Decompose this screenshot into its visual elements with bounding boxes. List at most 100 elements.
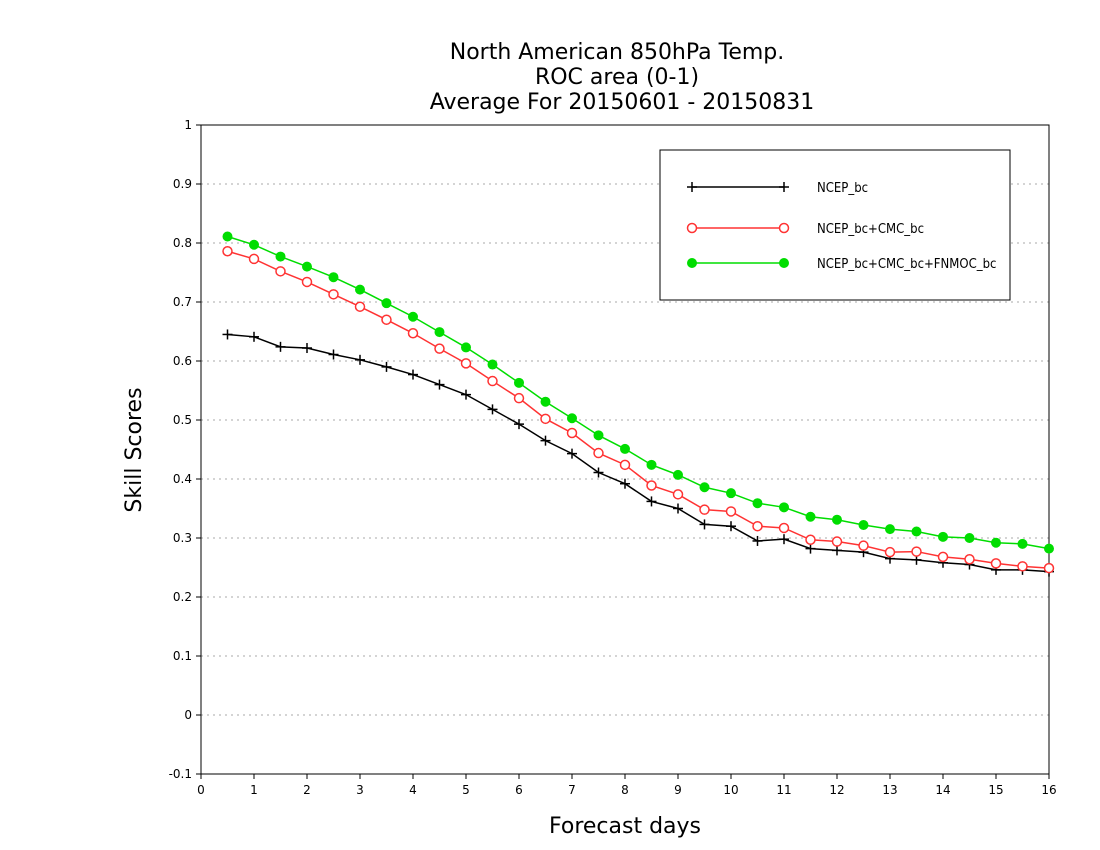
series-layer <box>222 231 1055 577</box>
data-point <box>248 253 260 265</box>
legend-marker <box>779 182 789 192</box>
y-tick-label: 0 <box>184 708 192 722</box>
data-point <box>434 343 445 354</box>
data-point <box>461 342 471 353</box>
data-point <box>805 534 816 546</box>
data-point <box>726 521 736 532</box>
data-point <box>1017 561 1028 572</box>
data-point <box>487 359 498 370</box>
data-point <box>699 482 710 493</box>
data-point <box>513 392 525 404</box>
data-point <box>725 506 737 517</box>
data-point <box>699 504 710 515</box>
data-point <box>619 459 631 471</box>
x-tick-label: 5 <box>462 783 470 797</box>
data-point <box>302 343 312 354</box>
data-point <box>514 377 524 388</box>
data-point <box>752 535 763 546</box>
x-tick-label: 4 <box>409 783 417 797</box>
data-point <box>593 430 604 441</box>
data-point <box>249 239 259 250</box>
data-point <box>328 289 339 300</box>
data-point <box>301 276 313 288</box>
x-tick-label: 10 <box>723 783 738 797</box>
data-point <box>593 467 604 478</box>
data-point <box>222 329 233 340</box>
data-point <box>911 546 922 557</box>
x-tick-label: 3 <box>356 783 364 797</box>
data-point <box>460 358 472 369</box>
data-point <box>249 331 259 342</box>
data-point <box>964 553 975 565</box>
legend-marker <box>687 182 697 192</box>
data-point <box>646 496 657 507</box>
data-point <box>355 284 365 295</box>
data-point <box>673 469 683 480</box>
series-line <box>227 333 1050 573</box>
data-point <box>620 478 630 489</box>
data-point <box>646 480 657 491</box>
x-tick-label: 9 <box>674 783 682 797</box>
data-point <box>275 341 286 352</box>
y-tick-label: 0.5 <box>173 413 192 427</box>
data-point <box>222 246 233 257</box>
data-point <box>672 489 684 500</box>
legend-marker <box>687 258 697 268</box>
chart-title-line-2: ROC area (0-1) <box>535 65 699 90</box>
data-point <box>540 413 551 425</box>
data-point <box>991 537 1001 548</box>
y-tick-label: 0.8 <box>173 236 192 250</box>
data-point <box>752 520 763 532</box>
y-axis: -0.1 0 0.1 0.2 0.3 0.4 0.5 0.6 0.7 0.8 0.9 1 <box>169 118 201 781</box>
chart-title-line-1: North American 850hPa Temp. <box>450 40 785 65</box>
data-point <box>832 514 842 525</box>
data-point <box>567 448 577 459</box>
y-tick-label: -0.1 <box>169 767 192 781</box>
data-point <box>381 361 392 372</box>
data-point <box>858 520 869 531</box>
data-point <box>805 543 816 554</box>
legend-marker <box>779 258 789 268</box>
x-axis-label: Forecast days <box>549 814 701 839</box>
data-point <box>1043 562 1055 574</box>
data-point <box>884 546 896 558</box>
data-point <box>699 519 710 530</box>
x-tick-label: 14 <box>935 783 950 797</box>
data-point <box>593 447 604 459</box>
legend-box <box>659 149 1011 301</box>
data-point <box>726 488 736 499</box>
legend: NCEP_bc NCEP_bc+CMC_bc NCEP_bc+CMC_bc+FNMO… <box>659 149 1011 301</box>
legend-marker <box>686 222 698 234</box>
data-point <box>646 459 657 470</box>
data-point <box>302 261 312 272</box>
x-tick-label: 12 <box>829 783 844 797</box>
data-point <box>1044 543 1054 554</box>
x-tick-label: 0 <box>197 783 205 797</box>
legend-label: NCEP_bc <box>817 181 868 196</box>
data-point <box>937 551 949 563</box>
y-axis-label: Skill Scores <box>122 387 147 512</box>
y-tick-label: 0.3 <box>173 531 192 545</box>
legend-item: NCEP_bc+CMC_bc+FNMOC_bc <box>687 257 996 272</box>
y-tick-label: 1 <box>184 118 192 132</box>
legend-label: NCEP_bc+CMC_bc+FNMOC_bc <box>817 257 996 272</box>
data-point <box>1017 538 1028 549</box>
data-point <box>487 404 498 415</box>
legend-label: NCEP_bc+CMC_bc <box>817 222 924 237</box>
data-point <box>275 266 286 277</box>
legend-item: NCEP_bc+CMC_bc <box>686 222 924 237</box>
data-point <box>328 272 339 283</box>
data-point <box>328 349 339 360</box>
data-point <box>779 502 789 513</box>
chart-title: North American 850hPa Temp. ROC area (0-… <box>430 40 815 115</box>
x-tick-label: 13 <box>882 783 897 797</box>
data-point <box>275 251 286 262</box>
series-2 <box>222 231 1054 554</box>
data-point <box>381 298 392 309</box>
data-point <box>407 328 419 339</box>
data-point <box>540 396 551 407</box>
data-point <box>355 354 365 365</box>
data-point <box>381 314 392 325</box>
data-point <box>858 540 869 551</box>
data-point <box>938 531 948 542</box>
